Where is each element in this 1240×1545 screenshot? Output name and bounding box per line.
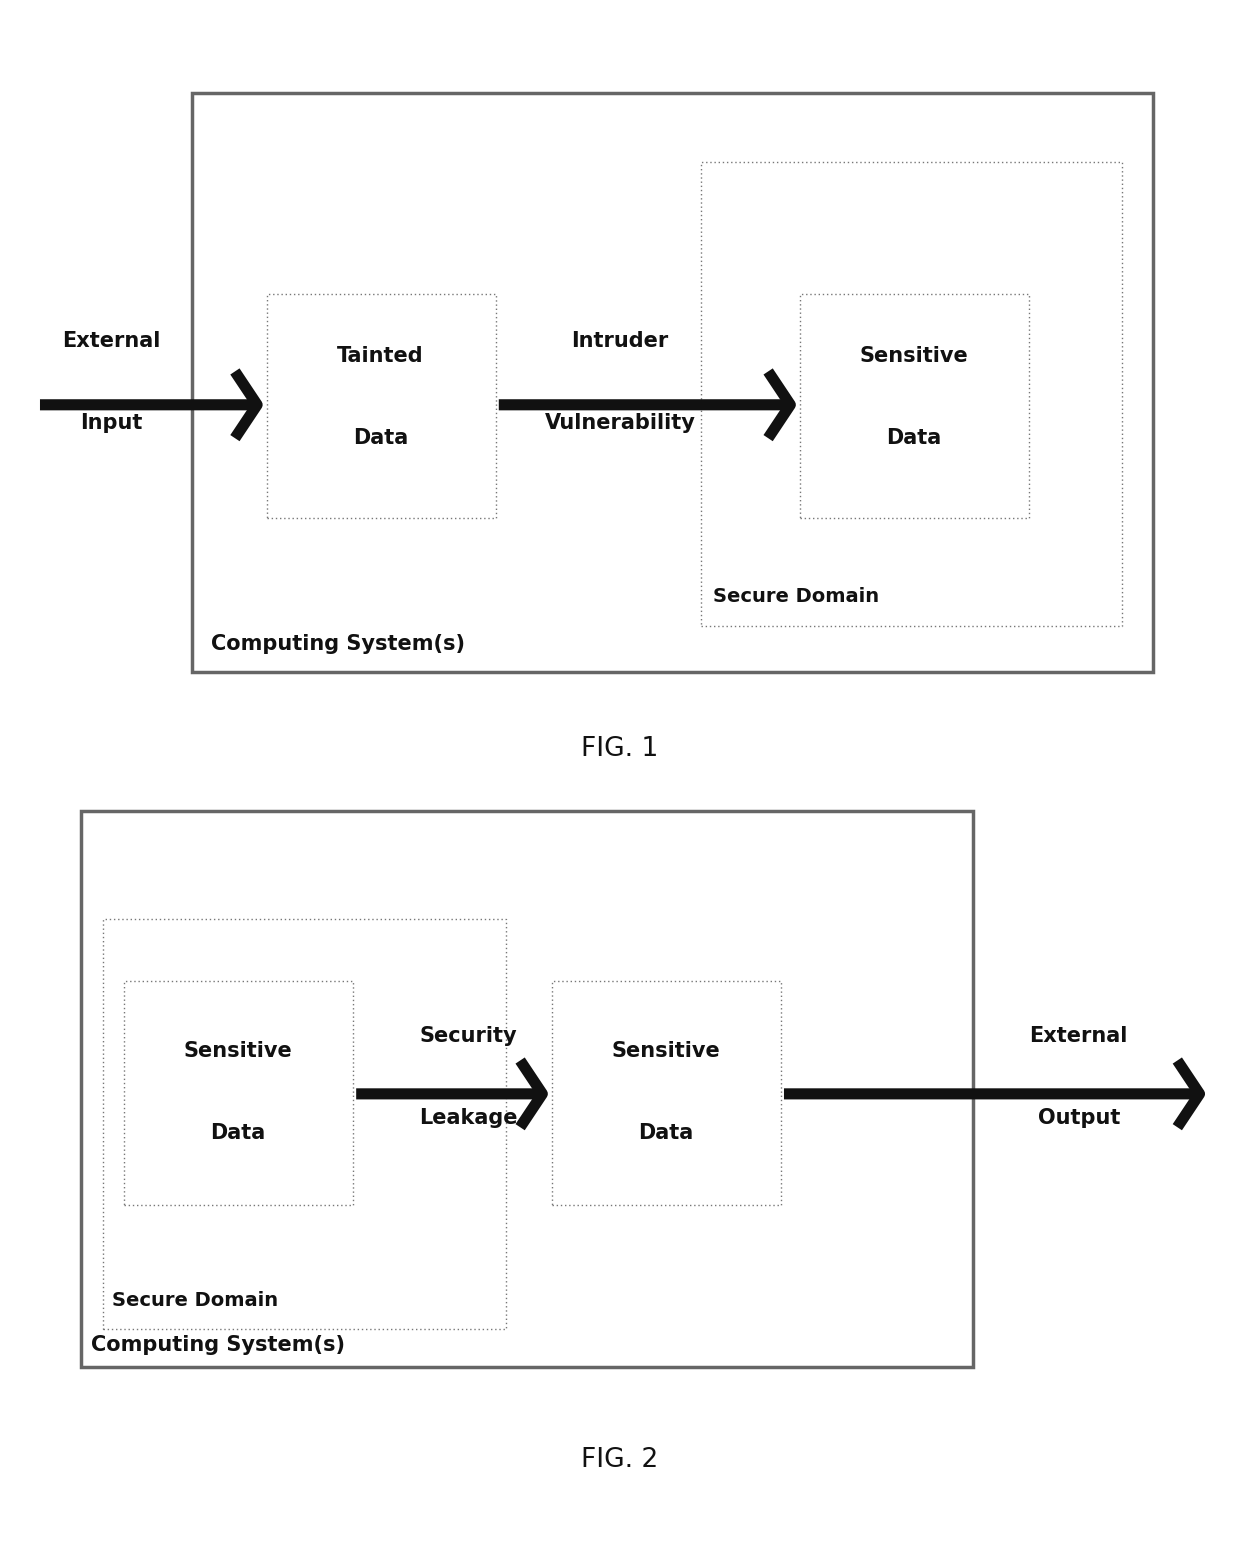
Text: Output: Output xyxy=(1038,1108,1120,1128)
Text: Sensitive: Sensitive xyxy=(184,1041,293,1061)
Text: Sensitive: Sensitive xyxy=(859,346,968,366)
Text: Vulnerability: Vulnerability xyxy=(544,413,696,433)
Bar xyxy=(267,294,496,518)
Text: External: External xyxy=(1029,1026,1128,1046)
Text: Data: Data xyxy=(353,428,408,448)
Text: Secure Domain: Secure Domain xyxy=(112,1292,278,1310)
Text: Data: Data xyxy=(211,1123,265,1143)
Text: FIG. 2: FIG. 2 xyxy=(582,1448,658,1472)
Text: Security: Security xyxy=(420,1026,517,1046)
Text: Secure Domain: Secure Domain xyxy=(713,587,879,606)
Text: FIG. 1: FIG. 1 xyxy=(582,737,658,762)
Bar xyxy=(192,93,1153,672)
Bar xyxy=(800,294,1029,518)
Text: Sensitive: Sensitive xyxy=(611,1041,720,1061)
Bar xyxy=(192,93,1153,672)
Text: Computing System(s): Computing System(s) xyxy=(211,633,465,654)
Bar xyxy=(701,162,1122,626)
Bar xyxy=(124,981,353,1205)
Text: Tainted: Tainted xyxy=(337,346,424,366)
Text: Input: Input xyxy=(81,413,143,433)
Text: Data: Data xyxy=(887,428,941,448)
Text: Intruder: Intruder xyxy=(572,331,668,351)
Bar xyxy=(103,919,506,1329)
Text: External: External xyxy=(62,331,161,351)
Text: Leakage: Leakage xyxy=(419,1108,518,1128)
Bar xyxy=(81,811,973,1367)
Text: Computing System(s): Computing System(s) xyxy=(91,1335,345,1355)
Text: Data: Data xyxy=(639,1123,693,1143)
Bar xyxy=(81,811,973,1367)
Bar xyxy=(552,981,781,1205)
